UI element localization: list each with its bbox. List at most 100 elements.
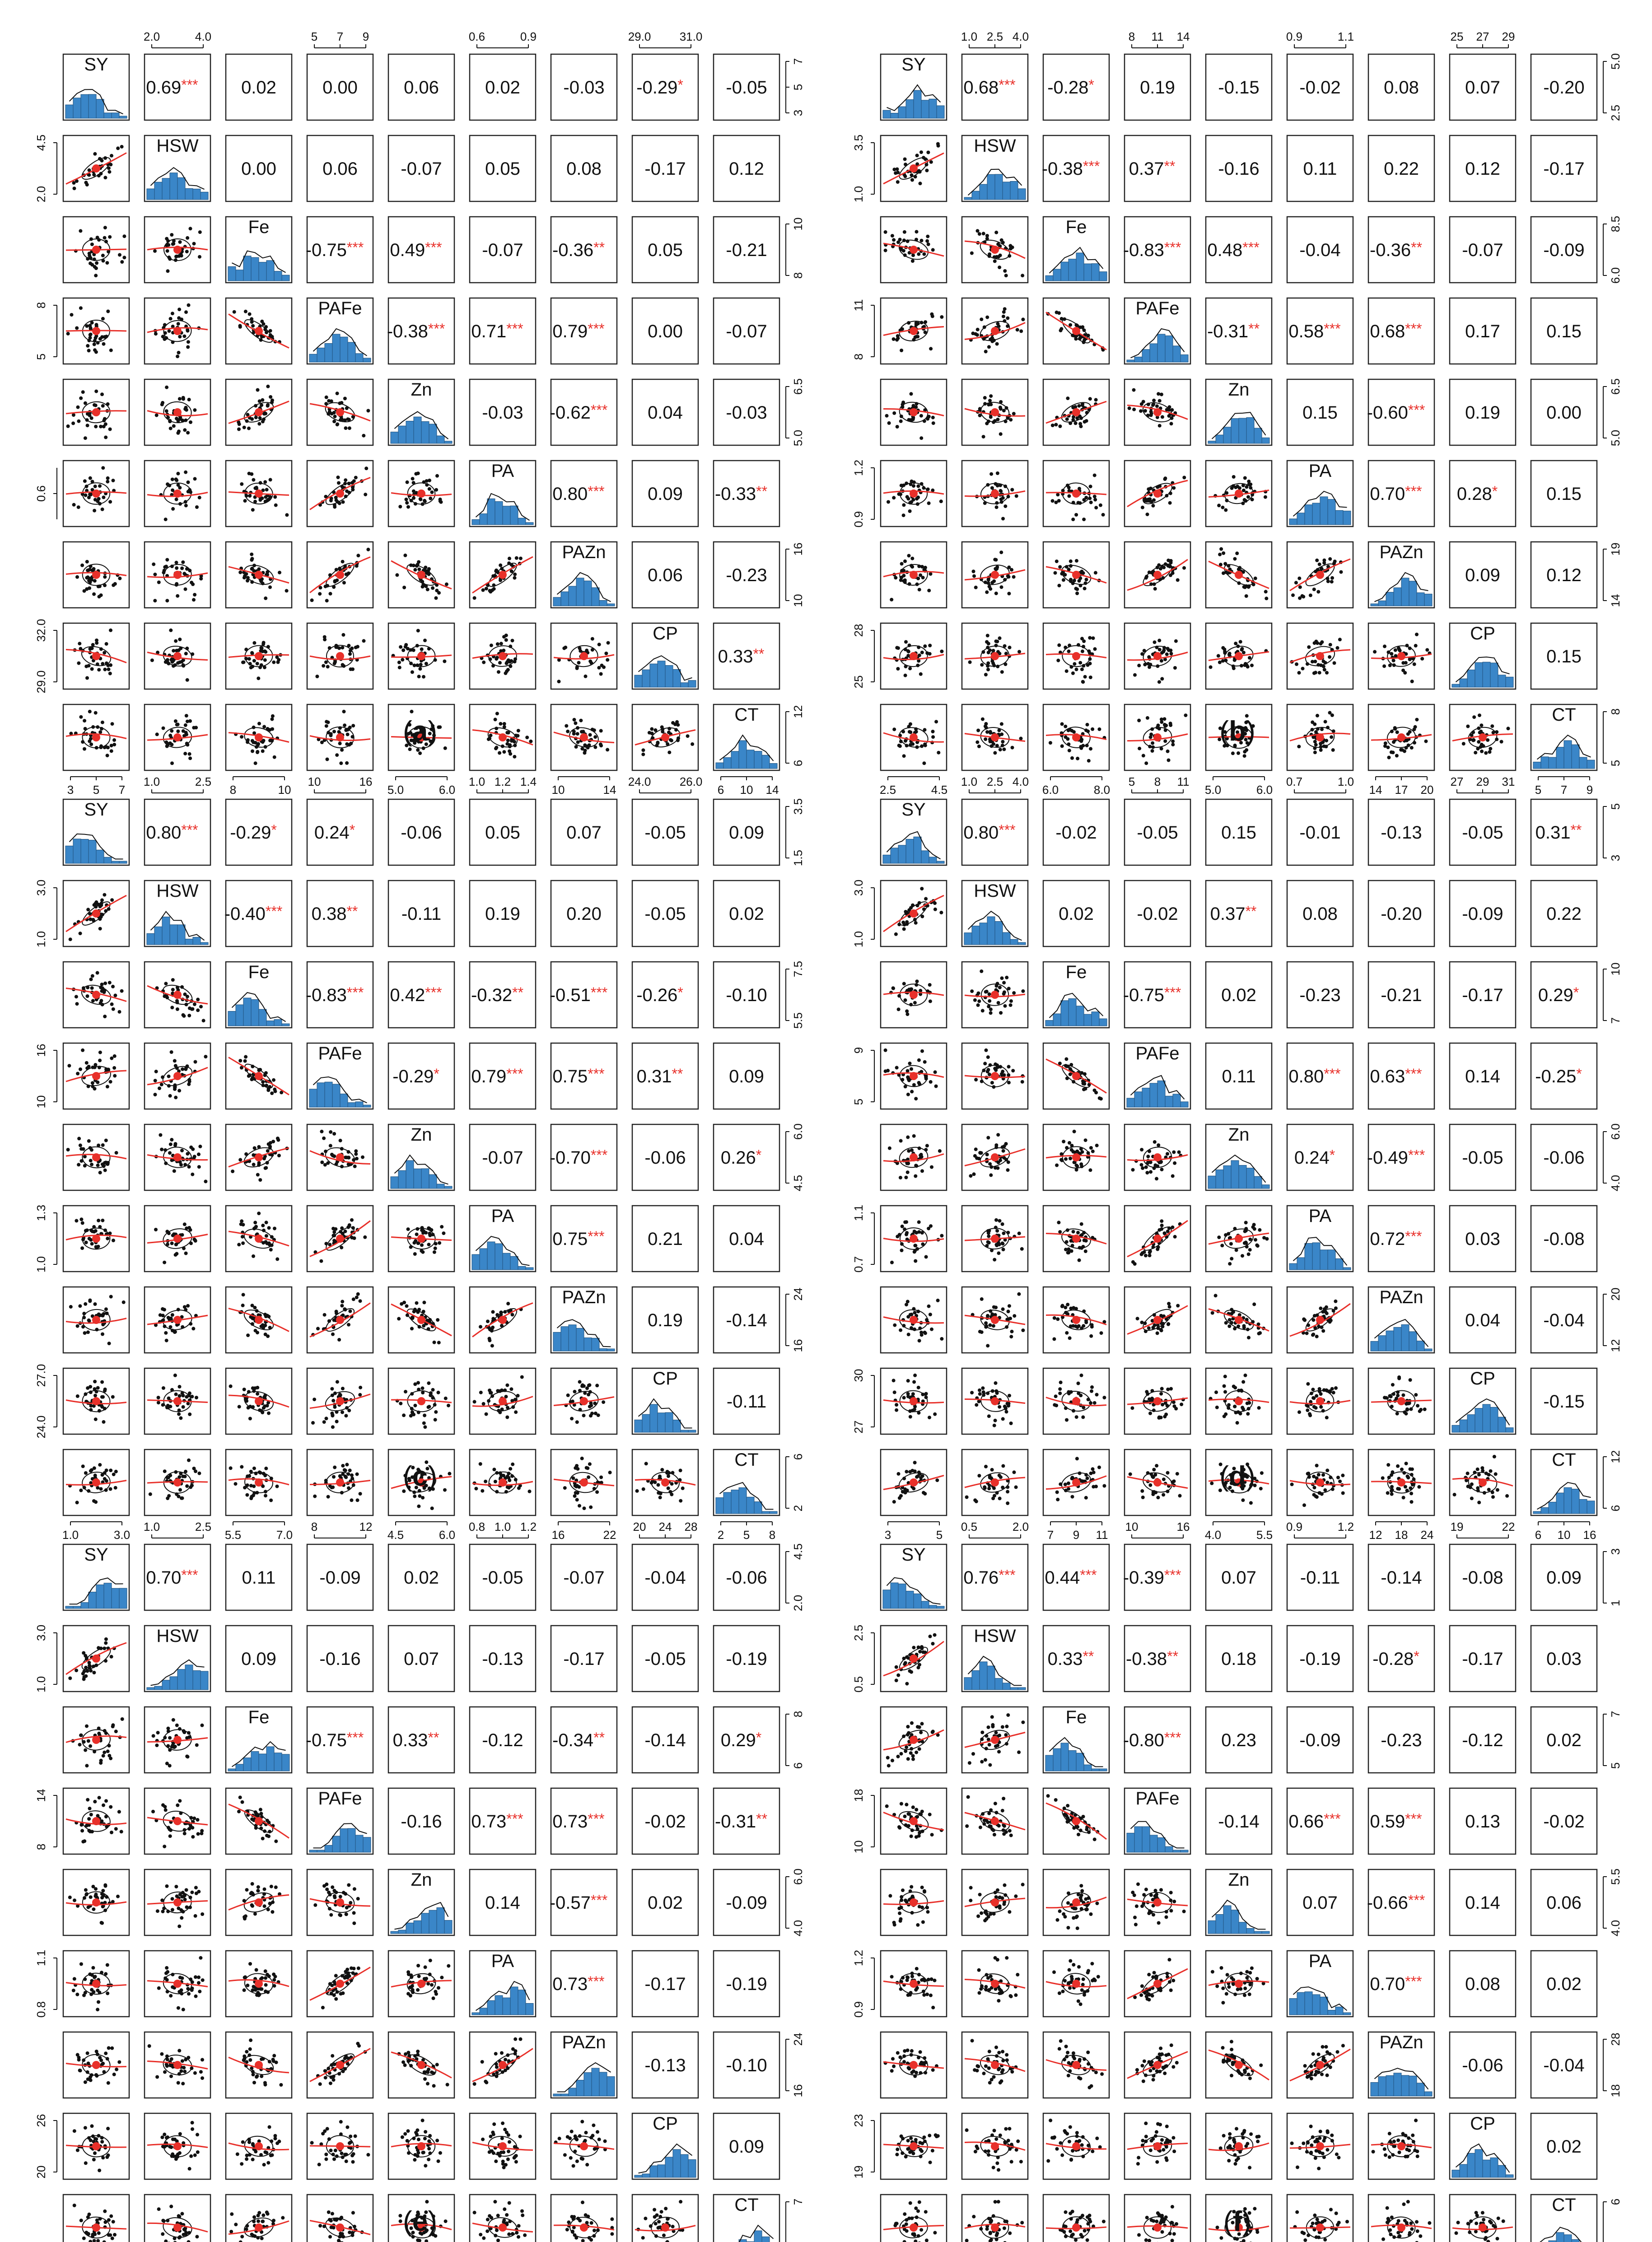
data-point (270, 398, 274, 402)
data-point (525, 736, 529, 740)
data-point (173, 719, 177, 723)
data-point (107, 1342, 111, 1346)
data-point (1159, 718, 1163, 721)
data-point (167, 1074, 171, 1078)
correlation-value: 0.00 (1546, 403, 1582, 423)
corr-cell: -0.02 (1286, 53, 1354, 121)
centroid-point (417, 571, 425, 579)
right-axis: 58 (1603, 708, 1622, 766)
data-point (1171, 742, 1175, 746)
data-point (79, 229, 83, 233)
data-point (164, 982, 168, 986)
data-point (347, 418, 351, 422)
data-point (508, 556, 511, 560)
centroid-point (1479, 733, 1487, 741)
data-point (266, 1334, 270, 1338)
data-point (163, 1469, 167, 1473)
data-point (103, 981, 107, 985)
data-point (204, 1179, 208, 1184)
data-point (114, 1151, 118, 1155)
data-point (984, 350, 988, 354)
correlation-value: 0.17 (1465, 322, 1500, 341)
histogram-bar (1246, 417, 1255, 444)
data-point (1339, 570, 1343, 574)
data-point (104, 642, 108, 646)
data-point (1141, 754, 1145, 758)
diag-cell-fe: Fe (225, 216, 293, 284)
data-point (166, 1315, 170, 1319)
data-point (1373, 650, 1377, 654)
data-point (906, 654, 910, 657)
correlation-coefficient: 0.04 (648, 403, 683, 423)
data-point (320, 1161, 324, 1164)
data-point (277, 658, 281, 662)
data-point (75, 1324, 79, 1328)
data-point (1060, 744, 1064, 748)
scatter-cell (62, 704, 130, 771)
data-point (408, 747, 412, 751)
histogram-bar (487, 1241, 495, 1270)
data-point (322, 664, 326, 668)
histogram-bar (1401, 578, 1409, 606)
data-point (916, 484, 920, 488)
data-point (262, 725, 266, 729)
data-point (324, 660, 328, 664)
data-point (1157, 399, 1162, 403)
data-point (1227, 652, 1232, 656)
data-point (1315, 558, 1319, 562)
correlation-coefficient: 0.58 (1288, 322, 1324, 341)
data-point (894, 171, 898, 175)
data-point (1263, 495, 1267, 499)
corr-cell: 0.05 (631, 216, 699, 284)
data-point (410, 709, 414, 713)
histogram-bar (1304, 504, 1313, 525)
data-point (191, 582, 195, 586)
data-point (355, 1296, 359, 1300)
data-point (1231, 751, 1235, 755)
data-point (273, 495, 277, 499)
density-curve (232, 250, 286, 273)
data-point (691, 742, 695, 746)
variable-label: PAFe (318, 1044, 362, 1063)
data-point (176, 354, 180, 359)
data-point (161, 401, 165, 405)
data-point (493, 718, 497, 722)
data-point (102, 342, 106, 346)
corr-cell: 0.00 (631, 297, 699, 365)
data-point (354, 645, 358, 649)
histogram-bar (169, 172, 178, 200)
histogram-bar (479, 1248, 488, 1270)
data-point (242, 425, 246, 429)
data-point (89, 1148, 93, 1152)
data-point (576, 740, 580, 744)
centroid-point (1072, 408, 1080, 416)
diag-cell-sy: SY (62, 798, 130, 866)
data-point (1144, 761, 1148, 765)
data-point (1317, 671, 1321, 675)
data-point (1248, 656, 1251, 660)
scatter-cell (225, 297, 293, 365)
data-point (1480, 749, 1484, 753)
data-point (177, 350, 181, 354)
histogram-bar (913, 90, 922, 119)
data-point (1425, 648, 1429, 652)
scatter-cell (631, 704, 699, 771)
data-point (1065, 417, 1069, 421)
correlation-coefficient: 0.80 (146, 823, 181, 843)
scatter-cell (62, 1367, 130, 1435)
data-point (122, 256, 126, 260)
data-point (1314, 671, 1317, 675)
histogram-bar (1076, 252, 1084, 281)
data-point (404, 643, 408, 647)
corr-cell: 0.80*** (144, 798, 211, 866)
data-point (440, 1225, 444, 1229)
data-point (86, 569, 90, 573)
correlation-coefficient: -0.06 (644, 1148, 686, 1168)
data-point (931, 248, 935, 252)
centroid-point (92, 909, 100, 918)
data-point (907, 554, 911, 558)
data-point (324, 395, 328, 399)
data-point (81, 1147, 85, 1151)
data-point (341, 646, 345, 650)
data-point (514, 1410, 518, 1414)
